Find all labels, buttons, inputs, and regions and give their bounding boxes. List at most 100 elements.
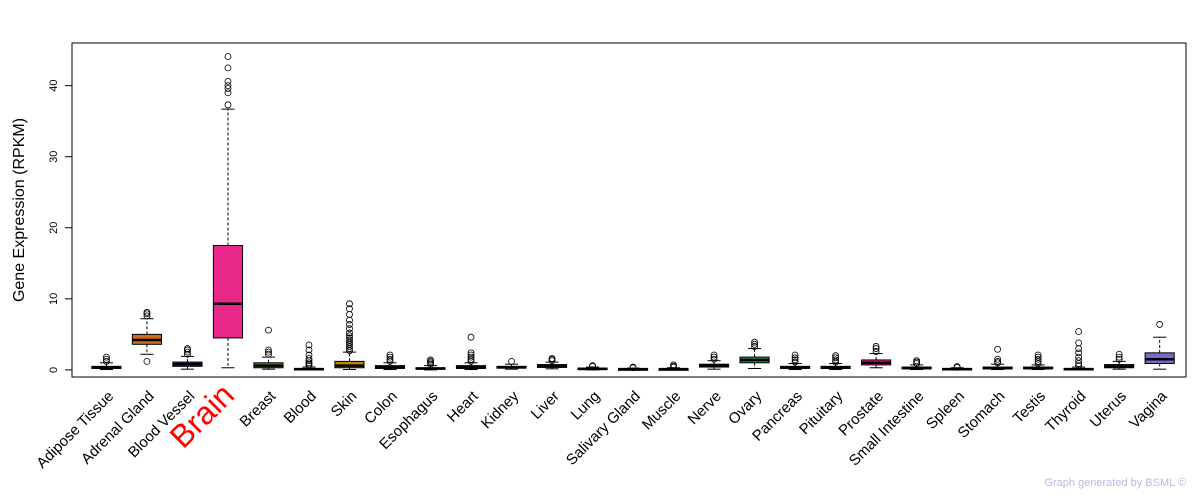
outlier-point [386, 353, 394, 361]
outlier-point [103, 355, 110, 363]
box-uterus [1104, 350, 1135, 370]
x-tick-label: Salivary Gland [563, 388, 644, 469]
outlier-point [184, 345, 191, 352]
y-tick-label: 30 [48, 151, 60, 163]
outlier-point [872, 345, 880, 352]
outlier-point [791, 354, 799, 362]
outlier-point [346, 300, 353, 308]
outlier-point [265, 348, 272, 356]
x-tick-label: Vagina [1126, 387, 1171, 432]
outlier-point [224, 53, 232, 60]
outlier-point [832, 354, 839, 362]
outlier-point [224, 85, 232, 92]
outlier-point [1075, 349, 1083, 357]
x-tick-label: Nerve [685, 388, 725, 428]
outlier-point [467, 333, 475, 341]
box-small-intestine [901, 357, 932, 371]
x-tick-label: Thyroid [1042, 388, 1089, 435]
outlier-point [1075, 362, 1083, 370]
outlier-point [832, 352, 839, 360]
outlier-point [1034, 351, 1042, 359]
box-kidney [496, 357, 527, 370]
x-tick-label: Skin [328, 388, 361, 421]
x-tick-label: Uterus [1087, 388, 1130, 431]
outlier-point [710, 351, 718, 359]
outlier-point [265, 350, 272, 358]
outlier-point [589, 362, 596, 370]
outlier-point [224, 77, 232, 85]
outlier-point [1115, 350, 1123, 358]
outlier-point [710, 353, 718, 361]
box-skin [334, 300, 365, 371]
outlier-point [913, 357, 921, 365]
outlier-point [467, 351, 475, 359]
outlier-point [670, 361, 677, 369]
outlier-point [467, 353, 475, 361]
outlier-point [346, 329, 353, 337]
outlier-point [143, 308, 151, 316]
x-tick-label: Heart [444, 387, 483, 426]
box-spleen [942, 363, 973, 371]
x-tick-label: Muscle [639, 388, 685, 434]
outlier-point [346, 311, 353, 318]
outlier-point [872, 348, 880, 355]
box-blood-vessel [172, 345, 203, 370]
outlier-point [103, 357, 110, 365]
box-series [91, 53, 1175, 372]
outlier-point [143, 357, 151, 365]
box-testis [1023, 351, 1054, 371]
box-muscle [658, 361, 689, 371]
box-prostate [861, 343, 892, 369]
box-esophagus [415, 356, 446, 371]
x-tick-label: Kidney [478, 387, 523, 432]
outlier-point [994, 357, 1002, 365]
outlier-point [548, 355, 556, 362]
outlier-point [224, 101, 232, 109]
y-tick-label: 40 [48, 80, 60, 92]
box-ovary [739, 338, 770, 369]
outlier-point [346, 334, 353, 342]
outlier-point [346, 332, 353, 340]
box-liver [536, 355, 568, 370]
outlier-point [872, 343, 880, 350]
outlier-point [184, 348, 191, 356]
box-vagina [1144, 321, 1175, 370]
x-tick-label: Breast [237, 387, 280, 430]
outlier-point [710, 355, 718, 363]
outlier-point [265, 346, 272, 354]
outlier-point [1075, 353, 1083, 361]
outlier-point [1034, 355, 1042, 363]
outlier-point [224, 64, 232, 72]
outlier-point [629, 363, 637, 371]
outlier-point [791, 358, 799, 366]
outlier-point [994, 355, 1002, 363]
outlier-point [751, 338, 758, 346]
outlier-point [386, 355, 394, 363]
box-adrenal-gland [131, 308, 163, 365]
outlier-point [346, 336, 353, 344]
box-blood [293, 341, 325, 371]
x-tick-label: Blood [281, 388, 320, 427]
outlier-point [346, 316, 353, 324]
outlier-point [224, 89, 232, 97]
outlier-point [953, 363, 961, 371]
plot-frame [71, 42, 1187, 378]
outlier-point [467, 349, 475, 357]
y-tick-label: 10 [48, 293, 60, 305]
outlier-point [346, 325, 353, 333]
outlier-point [346, 305, 353, 313]
outlier-point [103, 353, 110, 361]
box-pituitary [820, 352, 851, 371]
outlier-point [1075, 345, 1083, 352]
box-stomach [982, 345, 1013, 371]
box-nerve [698, 351, 730, 370]
outlier-point [791, 351, 799, 359]
outlier-point [1115, 355, 1123, 363]
box-salivary-gland [617, 363, 649, 372]
outlier-point [386, 351, 394, 359]
outlier-point [1075, 328, 1083, 335]
y-axis-label: Gene Expression (RPKM) [11, 118, 28, 302]
box-pancreas [780, 351, 811, 371]
box-colon [374, 351, 406, 371]
